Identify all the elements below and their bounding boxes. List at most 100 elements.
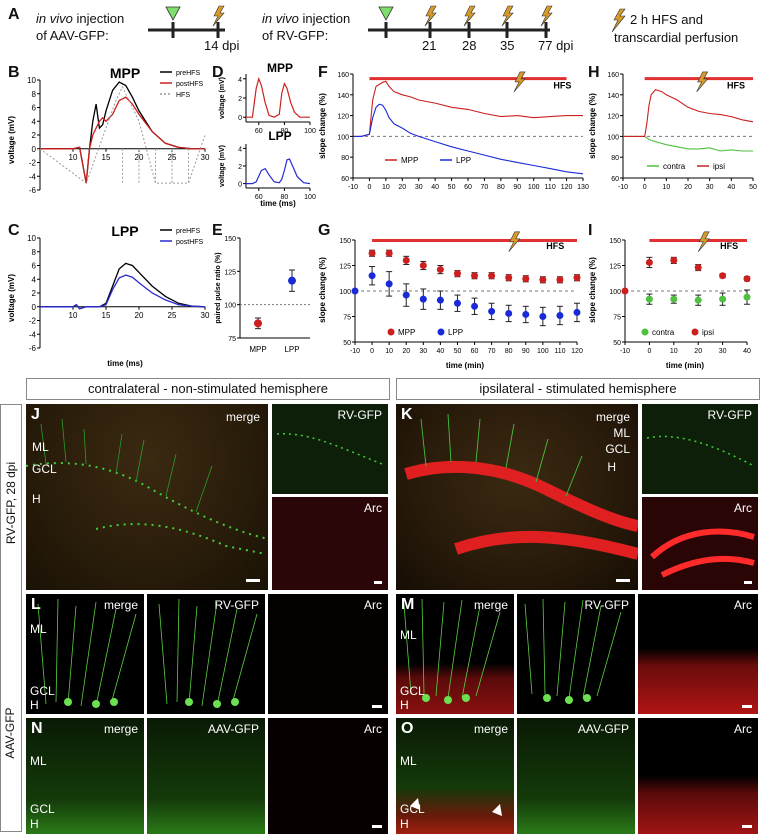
data-point-contra [694,296,702,304]
data-point-LPP [385,280,393,288]
data-point-LPP [471,302,479,310]
y-tick-label: 150 [339,238,351,245]
l-rv-label: RV-GFP [214,598,259,612]
y-tick-label: 120 [337,114,349,121]
y-tick-label: 0 [32,145,37,154]
lightning-icon [424,5,437,27]
legend-label: contra [663,162,686,171]
y-tick-label: 160 [337,72,349,79]
y-tick-label: 75 [228,336,236,343]
data-point-MPP [505,274,513,282]
trace-lpp-pair [246,158,311,185]
data-point-LPP [488,307,496,315]
y-tick-label: -2 [29,317,37,326]
chart-title: LPP [111,223,138,239]
x-tick-label: -10 [350,348,360,355]
panel-letter-f: F [318,64,328,81]
l-soma [64,698,72,706]
panel-letter-m: M [401,596,415,613]
x-tick-label: 30 [706,184,714,191]
m-soma [422,694,430,702]
x-tick-label: 15 [102,153,111,162]
x-tick-label: 130 [577,184,589,191]
data-point-MPP [453,270,461,278]
y-tick-label: 8 [32,248,37,257]
category-label: MPP [249,345,266,354]
header-ipsilateral: ipsilateral - stimulated hemisphere [396,378,760,400]
k-scalebar [616,579,630,582]
j-dendrites [40,418,213,513]
y-tick-label: 75 [343,315,351,322]
y-tick-label: 0 [238,182,242,189]
series-ipsi [623,88,754,137]
y-axis-label: slope change (%) [318,93,327,159]
series-LPP [353,103,584,175]
hfs-bar [649,238,747,242]
data-point-contra [743,293,751,301]
x-tick-label: 40 [743,348,751,355]
x-tick-label: -10 [618,184,628,191]
y-tick-label: 80 [611,155,619,162]
chart-title: MPP [110,65,140,81]
legend-marker [437,328,445,336]
legend-hfs-line2: transcardial perfusion [614,30,739,45]
y-tick-label: 100 [337,134,349,141]
legend-label: MPP [401,156,418,165]
x-axis-label: time (min) [666,361,705,370]
o-arc-label: Arc [734,722,752,736]
n-arc-label: Arc [364,722,382,736]
n-scalebar [372,825,382,828]
image-j-rv: RV-GFP [272,404,388,494]
chart-e-ppr: 150 125 100 75 MPP LPP paired pulse ratio (%) [215,236,310,354]
x-tick-label: 110 [545,184,556,191]
l-rv-soma [213,700,221,708]
l-soma [92,700,100,708]
panel-letter-k: K [401,406,413,423]
m-rv-label: RV-GFP [584,598,629,612]
k-arc-graphic [649,528,755,578]
o-h-label: H [400,817,409,831]
rv-day-77: 77 dpi [538,38,574,53]
x-tick-label: 30 [201,311,210,320]
data-point-MPP [402,256,410,264]
panel-letter-e: E [212,222,223,239]
data-point-LPP [351,287,359,295]
panel-letter-i: I [588,222,593,239]
y-tick-label: 2 [32,289,37,298]
image-k-merge: merge ML GCL H [396,404,638,590]
panel-letter-g: G [318,222,331,239]
y-tick-label: 100 [607,134,619,141]
j-gcl-upper [26,462,268,540]
k-rv-graphic [646,435,755,467]
data-point-LPP [453,299,461,307]
n-aav-label: AAV-GFP [207,722,259,736]
aav-injection-label: in vivo injection of AAV-GFP: [36,10,124,44]
x-tick-label: 20 [684,184,692,191]
m-h-label: H [400,698,409,712]
y-tick-label: -2 [29,159,37,168]
j-scalebar [246,579,260,582]
y-tick-label: 125 [339,264,351,271]
m-rv-soma [583,694,591,702]
y-tick-label: 75 [613,315,621,322]
k-h-label: H [607,460,616,474]
data-point-MPP [556,276,564,284]
data-point-ipsi [670,256,678,264]
y-tick-label: 50 [613,340,621,347]
x-tick-label: 20 [135,311,144,320]
chart-title-lpp: LPP [268,129,291,143]
panel-letter-j: J [31,406,40,423]
y-tick-label: 80 [341,155,349,162]
data-point-LPP [573,308,581,316]
x-tick-label: 0 [643,184,647,191]
x-tick-label: 120 [561,184,573,191]
k-dendrites [420,413,583,497]
y-tick-label: 125 [609,264,621,271]
panel-letter-o: O [401,720,414,737]
y-axis-label: voltage (mV) [219,145,226,187]
panel-letter-a: A [8,6,20,23]
data-point-ipsi [621,287,629,295]
legend-label: postHFS [176,81,204,88]
j-merge-label: merge [225,410,260,424]
legend-label: HFS [176,92,190,99]
